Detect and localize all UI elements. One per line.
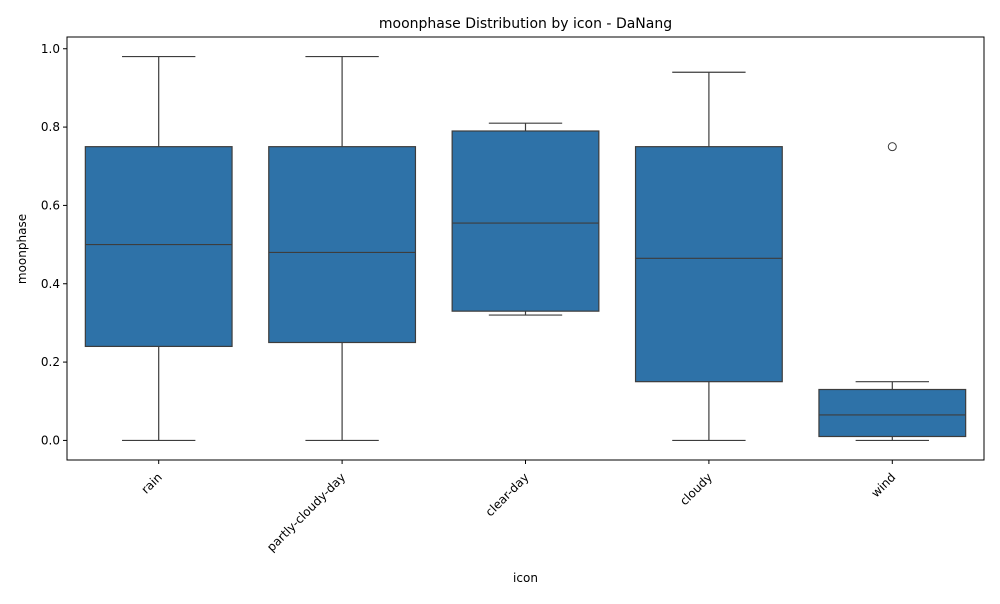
- box-partly-cloudy-day: [268, 146, 417, 344]
- x-tick-label-clear-day: clear-day: [483, 470, 532, 519]
- x-tick-label-wind: wind: [868, 470, 898, 500]
- y-tick-label-1: 0.2: [41, 355, 60, 369]
- box-rain: [84, 146, 233, 348]
- chart-title: moonphase Distribution by icon - DaNang: [379, 16, 672, 32]
- box-cloudy: [634, 146, 783, 383]
- y-tick-label-0: 0.0: [41, 433, 60, 447]
- y-tick-label-3: 0.6: [41, 198, 60, 212]
- y-axis-label: moonphase: [15, 214, 29, 284]
- x-tick-label-partly-cloudy-day: partly-cloudy-day: [264, 470, 348, 554]
- plot-frame: [66, 36, 985, 461]
- box-clear-day: [451, 130, 600, 312]
- outlier-point-wind-0: [887, 142, 897, 152]
- x-axis-label: icon: [513, 571, 538, 585]
- y-tick-label-2: 0.4: [41, 277, 60, 291]
- plot-area: rain partly-cloudy-day clear-day cloudy wind…: [41, 36, 985, 554]
- y-tick-label-5: 1.0: [41, 42, 60, 56]
- y-tick-label-4: 0.8: [41, 120, 60, 134]
- box-wind: [818, 388, 967, 438]
- x-tick-label-cloudy: cloudy: [677, 470, 715, 508]
- x-tick-label-rain: rain: [138, 470, 164, 496]
